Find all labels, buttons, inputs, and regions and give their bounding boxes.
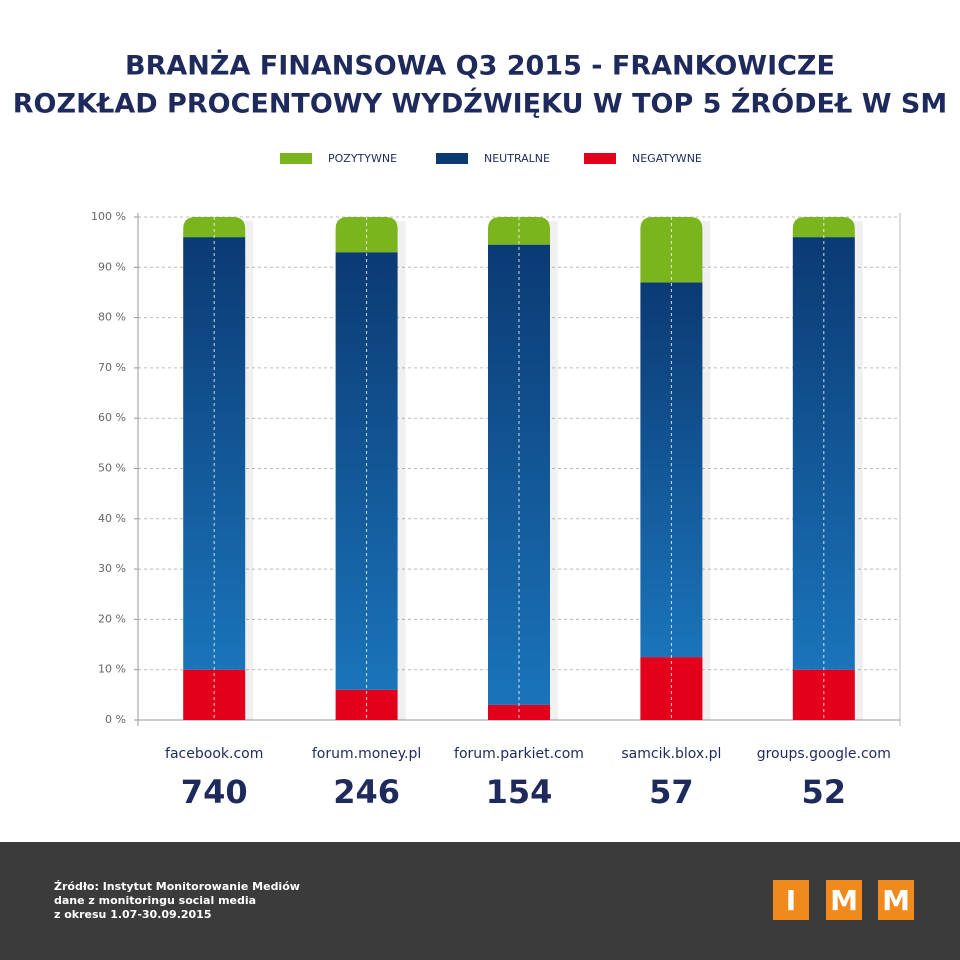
- x-tick-label: samcik.blox.pl: [621, 746, 721, 762]
- bar-segment: [335, 217, 398, 253]
- bar-segment: [792, 217, 855, 238]
- total-label: 154: [486, 773, 553, 811]
- x-tick-label: forum.money.pl: [312, 746, 421, 762]
- y-tick-label: 100 %: [91, 210, 126, 223]
- x-tick-label: forum.parkiet.com: [454, 746, 584, 762]
- x-tick-label: groups.google.com: [757, 746, 891, 762]
- legend-label: POZYTYWNE: [328, 152, 397, 165]
- y-tick-label: 10 %: [98, 663, 126, 676]
- total-label: 246: [333, 773, 400, 811]
- logo-letter: M: [882, 884, 910, 917]
- x-tick-label: facebook.com: [165, 746, 263, 762]
- source-line: dane z monitoringu social media: [54, 894, 256, 907]
- chart-title: BRANŻA FINANSOWA Q3 2015 - FRANKOWICZE: [125, 50, 835, 82]
- logo-box: [773, 880, 809, 920]
- legend-label: NEUTRALNE: [484, 152, 550, 165]
- legend: POZYTYWNE NEUTRALNE NEGATYWNE: [280, 152, 702, 165]
- source-line: Źródło: Instytut Monitorowanie Mediów: [54, 880, 300, 893]
- chart-subtitle: ROZKŁAD PROCENTOWY WYDŹWIĘKU W TOP 5 ŹRÓ…: [13, 88, 947, 120]
- bar-segment: [183, 217, 246, 238]
- y-tick-label: 80 %: [98, 311, 126, 324]
- y-tick-label: 90 %: [98, 260, 126, 273]
- source-line: z okresu 1.07-30.09.2015: [54, 908, 212, 921]
- legend-label: NEGATYWNE: [632, 152, 702, 165]
- legend-swatch: [280, 153, 312, 164]
- y-tick-label: 20 %: [98, 612, 126, 625]
- total-label: 52: [802, 773, 847, 811]
- bar-segment: [488, 704, 550, 720]
- bar-segment: [792, 669, 855, 720]
- y-tick-label: 0 %: [105, 713, 126, 726]
- y-tick-label: 70 %: [98, 361, 126, 374]
- logo-letter: I: [786, 884, 796, 917]
- plot: 0 % 10 % 20 % 30 % 40 % 50 % 60 % 70 % 80 % 90 % 1…: [91, 210, 901, 811]
- logo-letter: M: [830, 884, 858, 917]
- y-tick-label: 40 %: [98, 512, 126, 525]
- y-tick-label: 30 %: [98, 562, 126, 575]
- logo-box: [878, 880, 914, 920]
- legend-swatch: [584, 153, 616, 164]
- logo-box: [826, 880, 862, 920]
- bar-segment: [183, 669, 246, 720]
- y-tick-label: 50 %: [98, 462, 126, 475]
- total-label: 740: [181, 773, 248, 811]
- y-tick-label: 60 %: [98, 411, 126, 424]
- total-label: 57: [649, 773, 694, 811]
- legend-swatch: [436, 153, 468, 164]
